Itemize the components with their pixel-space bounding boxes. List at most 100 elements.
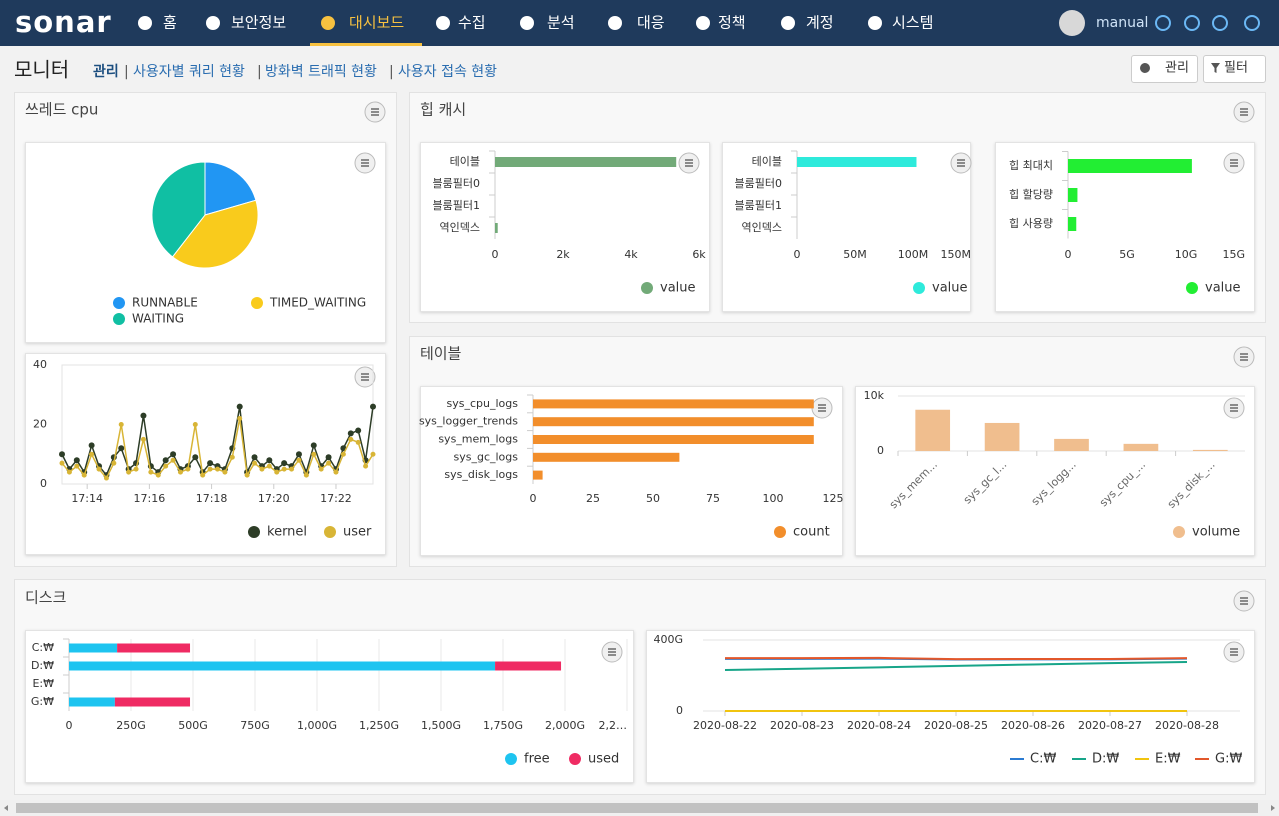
point [266, 463, 272, 469]
header-link[interactable]: 사용자별 쿼리 현황 [133, 64, 245, 80]
nav-item[interactable]: 수집 [458, 14, 486, 32]
legend-label[interactable]: E:₩ [1155, 752, 1181, 767]
legend-label[interactable]: G:₩ [1215, 752, 1242, 767]
x-tick-label: 250G [116, 719, 146, 732]
x-tick-label: 2020-08-25 [924, 719, 988, 732]
legend-label[interactable]: volume [1192, 525, 1240, 540]
scroll-arrow[interactable] [4, 805, 8, 811]
x-tick-label: 2020-08-23 [770, 719, 834, 732]
nav-item[interactable]: 홈 [163, 14, 177, 32]
header-link[interactable]: 방화벽 트래픽 현황 [265, 64, 377, 80]
nav-item[interactable]: 대시보드 [349, 14, 404, 32]
page-title: 모니터 [14, 58, 69, 82]
category-label: sys_cpu_logs [447, 397, 519, 410]
x-tick-label: 1,500G [421, 719, 461, 732]
nav-icon [781, 16, 795, 30]
legend-dot [251, 297, 263, 309]
point [162, 457, 169, 464]
x-tick-label: 15G [1222, 248, 1245, 261]
x-tick-label: 2020-08-24 [847, 719, 911, 732]
nav-icon [436, 16, 450, 30]
x-tick-label: 0 [1065, 248, 1072, 261]
button-label[interactable]: 필터 [1224, 61, 1248, 76]
category-label: 블룸필터1 [735, 199, 782, 212]
nav-item[interactable]: 정책 [718, 14, 746, 32]
nav-item[interactable]: 분석 [547, 14, 575, 32]
legend-label[interactable]: RUNNABLE [132, 296, 198, 310]
point [296, 457, 302, 463]
legend-label[interactable]: user [343, 525, 372, 540]
category-label: sys_logger_trends [419, 415, 518, 428]
nav-item[interactable]: 시스템 [892, 14, 933, 32]
point [370, 451, 376, 457]
point [281, 460, 288, 467]
point [163, 463, 169, 469]
legend-label[interactable]: count [793, 525, 830, 540]
filter-button[interactable] [1203, 55, 1266, 83]
category-label: 역인덱스 [742, 221, 782, 234]
legend-label[interactable]: free [524, 752, 550, 767]
x-tick-label: 1,750G [483, 719, 523, 732]
nav-item[interactable]: 보안정보 [231, 14, 286, 32]
category-label: 블룸필터1 [433, 199, 480, 212]
link-separator: | [124, 64, 129, 80]
bar [69, 661, 496, 671]
scrollbar-thumb[interactable] [16, 803, 1258, 813]
legend-dot [1173, 526, 1185, 538]
x-tick-label: 2020-08-27 [1078, 719, 1142, 732]
point [326, 460, 332, 466]
point [118, 422, 124, 427]
nav-tool-icon[interactable] [1184, 15, 1200, 31]
legend-dot [324, 526, 336, 538]
card [420, 386, 843, 556]
panel-title: 디스크 [25, 589, 66, 607]
point [81, 472, 87, 478]
header-link[interactable]: 관리 [93, 63, 119, 80]
user-name[interactable]: manual [1096, 15, 1148, 31]
legend-label[interactable]: kernel [267, 525, 307, 540]
bar [1192, 449, 1228, 451]
x-tick-label: 50 [646, 492, 660, 505]
bar [533, 435, 814, 444]
legend-label[interactable]: C:₩ [1030, 752, 1056, 767]
x-tick-label: 2,000G [545, 719, 585, 732]
nav-item[interactable]: 계정 [806, 14, 834, 32]
nav-tool-icon[interactable] [1155, 15, 1171, 31]
nav-icon [321, 16, 335, 30]
legend-label[interactable]: used [588, 752, 619, 767]
x-tick-label: 500G [178, 719, 208, 732]
legend-label[interactable]: value [932, 281, 968, 296]
button-label[interactable]: 관리 [1165, 61, 1189, 76]
point [74, 463, 80, 469]
point [170, 451, 177, 458]
point [148, 469, 154, 475]
scroll-arrow[interactable] [1271, 805, 1275, 811]
bar [533, 399, 814, 409]
category-label: 블룸필터0 [433, 177, 480, 190]
point [170, 457, 176, 463]
point [88, 442, 95, 449]
card [722, 142, 971, 312]
legend-label[interactable]: value [660, 281, 696, 296]
nav-tool-icon[interactable] [1212, 15, 1228, 31]
pie-slice [171, 199, 259, 269]
y-tick-label: 40 [33, 358, 47, 371]
point [192, 422, 198, 427]
card [25, 353, 386, 555]
legend-label[interactable]: value [1205, 281, 1241, 296]
x-tick-label: 17:18 [196, 492, 228, 505]
legend-label[interactable]: WAITING [132, 312, 184, 326]
nav-tool-icon[interactable] [1244, 15, 1260, 31]
bar [533, 417, 814, 427]
x-tick-label: 17:20 [258, 492, 290, 505]
nav-item[interactable]: 대응 [637, 14, 665, 32]
point [185, 466, 191, 472]
point [111, 460, 117, 466]
legend-label[interactable]: TIMED_WAITING [269, 296, 366, 310]
header-link[interactable]: 사용자 접속 현황 [398, 64, 497, 80]
point [140, 436, 146, 442]
x-tick-label: 17:14 [71, 492, 103, 505]
legend-label[interactable]: D:₩ [1092, 752, 1119, 767]
